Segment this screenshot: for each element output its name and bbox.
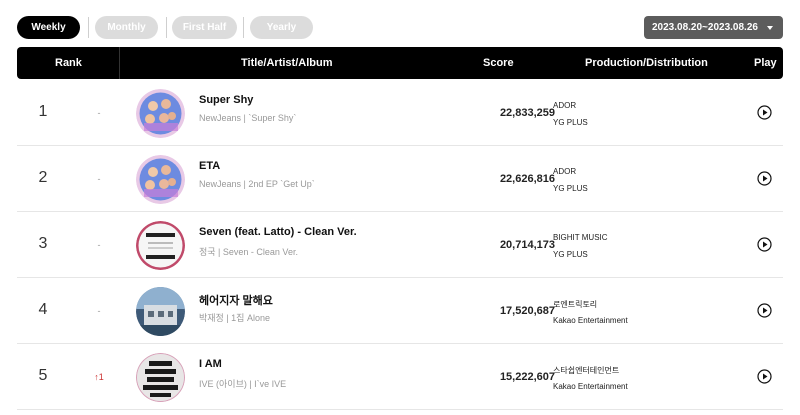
- tab-divider: [243, 17, 244, 38]
- artist-album: NewJeans | 2nd EP `Get Up`: [199, 179, 315, 189]
- table-row: 4 - 헤어지자 말해요 박재정 | 1집 Alone 17,520,687 로…: [17, 278, 783, 344]
- caret-down-icon: [767, 26, 773, 30]
- artist-album: 정국 | Seven - Clean Ver.: [199, 247, 298, 257]
- chart-filter-bar: Weekly Monthly First Half Yearly 2023.08…: [17, 16, 783, 40]
- artist-album: IVE (아이브) | I`ve IVE: [199, 379, 287, 389]
- production-company: BIGHIT MUSIC: [553, 233, 608, 242]
- tab-monthly[interactable]: Monthly: [95, 16, 158, 39]
- rank-change: -: [97, 174, 101, 184]
- distribution-company: YG PLUS: [553, 184, 588, 193]
- header-play: Play: [754, 57, 777, 69]
- table-header: Rank Title/Artist/Album Score Production…: [17, 47, 783, 79]
- tab-weekly[interactable]: Weekly: [17, 16, 80, 39]
- play-circle-icon[interactable]: [757, 237, 772, 252]
- album-cover[interactable]: [136, 287, 185, 336]
- header-rank: Rank: [55, 57, 82, 69]
- date-range-select[interactable]: 2023.08.20~2023.08.26: [644, 16, 783, 39]
- tab-yearly[interactable]: Yearly: [250, 16, 313, 39]
- table-row: 3 - Seven (feat. Latto) - Clean Ver. 정국 …: [17, 212, 783, 278]
- song-title[interactable]: Super Shy: [199, 94, 254, 106]
- rank-number: 2: [38, 169, 48, 186]
- song-title[interactable]: I AM: [199, 358, 222, 370]
- play-circle-icon[interactable]: [757, 105, 772, 120]
- tab-divider: [166, 17, 167, 38]
- play-circle-icon[interactable]: [757, 303, 772, 318]
- header-title: Title/Artist/Album: [241, 57, 333, 69]
- distribution-company: YG PLUS: [553, 250, 588, 259]
- distribution-company: Kakao Entertainment: [553, 382, 628, 391]
- table-row: 2 - ETA NewJeans | 2nd EP `Get Up` 22,62…: [17, 146, 783, 212]
- rank-change: -: [97, 240, 101, 250]
- production-company: 로엔트릭토리: [553, 300, 598, 309]
- score-value: 22,626,816: [499, 173, 555, 185]
- play-circle-icon[interactable]: [757, 369, 772, 384]
- score-value: 22,833,259: [499, 107, 555, 119]
- album-cover[interactable]: [136, 353, 185, 402]
- header-score: Score: [483, 57, 514, 69]
- artist-album: 박재정 | 1집 Alone: [199, 313, 270, 323]
- tab-divider: [88, 17, 89, 38]
- song-title[interactable]: Seven (feat. Latto) - Clean Ver.: [199, 226, 357, 238]
- artist-album: NewJeans | `Super Shy`: [199, 113, 297, 123]
- rank-number: 4: [38, 301, 48, 318]
- table-row: 1 - Super Shy NewJeans | `Super Shy` 22,…: [17, 80, 783, 146]
- song-title[interactable]: 헤어지자 말해요: [199, 295, 273, 307]
- score-value: 15,222,607: [499, 371, 555, 383]
- header-divider: [119, 47, 120, 79]
- table-row: 5 ↑1 I AM IVE (아이브) | I`ve IVE 15,222,60…: [17, 344, 783, 410]
- song-title[interactable]: ETA: [199, 160, 221, 172]
- score-value: 17,520,687: [499, 305, 555, 317]
- score-value: 20,714,173: [499, 239, 555, 251]
- production-company: ADOR: [553, 101, 577, 110]
- play-circle-icon[interactable]: [757, 171, 772, 186]
- rank-number: 5: [38, 367, 48, 384]
- rank-change: ↑1: [94, 372, 104, 382]
- production-company: ADOR: [553, 167, 577, 176]
- distribution-company: Kakao Entertainment: [553, 316, 628, 325]
- tab-first-half[interactable]: First Half: [172, 16, 237, 39]
- production-company: 스타쉽엔터테인먼트: [553, 366, 620, 375]
- distribution-company: YG PLUS: [553, 118, 588, 127]
- album-cover[interactable]: [136, 221, 185, 270]
- album-cover[interactable]: [136, 89, 185, 138]
- rank-number: 1: [38, 103, 48, 120]
- rank-number: 3: [38, 235, 48, 252]
- date-range-label: 2023.08.20~2023.08.26: [652, 22, 758, 33]
- rank-change: -: [97, 108, 101, 118]
- rank-change: -: [97, 306, 101, 316]
- album-cover[interactable]: [136, 155, 185, 204]
- header-production: Production/Distribution: [585, 57, 708, 69]
